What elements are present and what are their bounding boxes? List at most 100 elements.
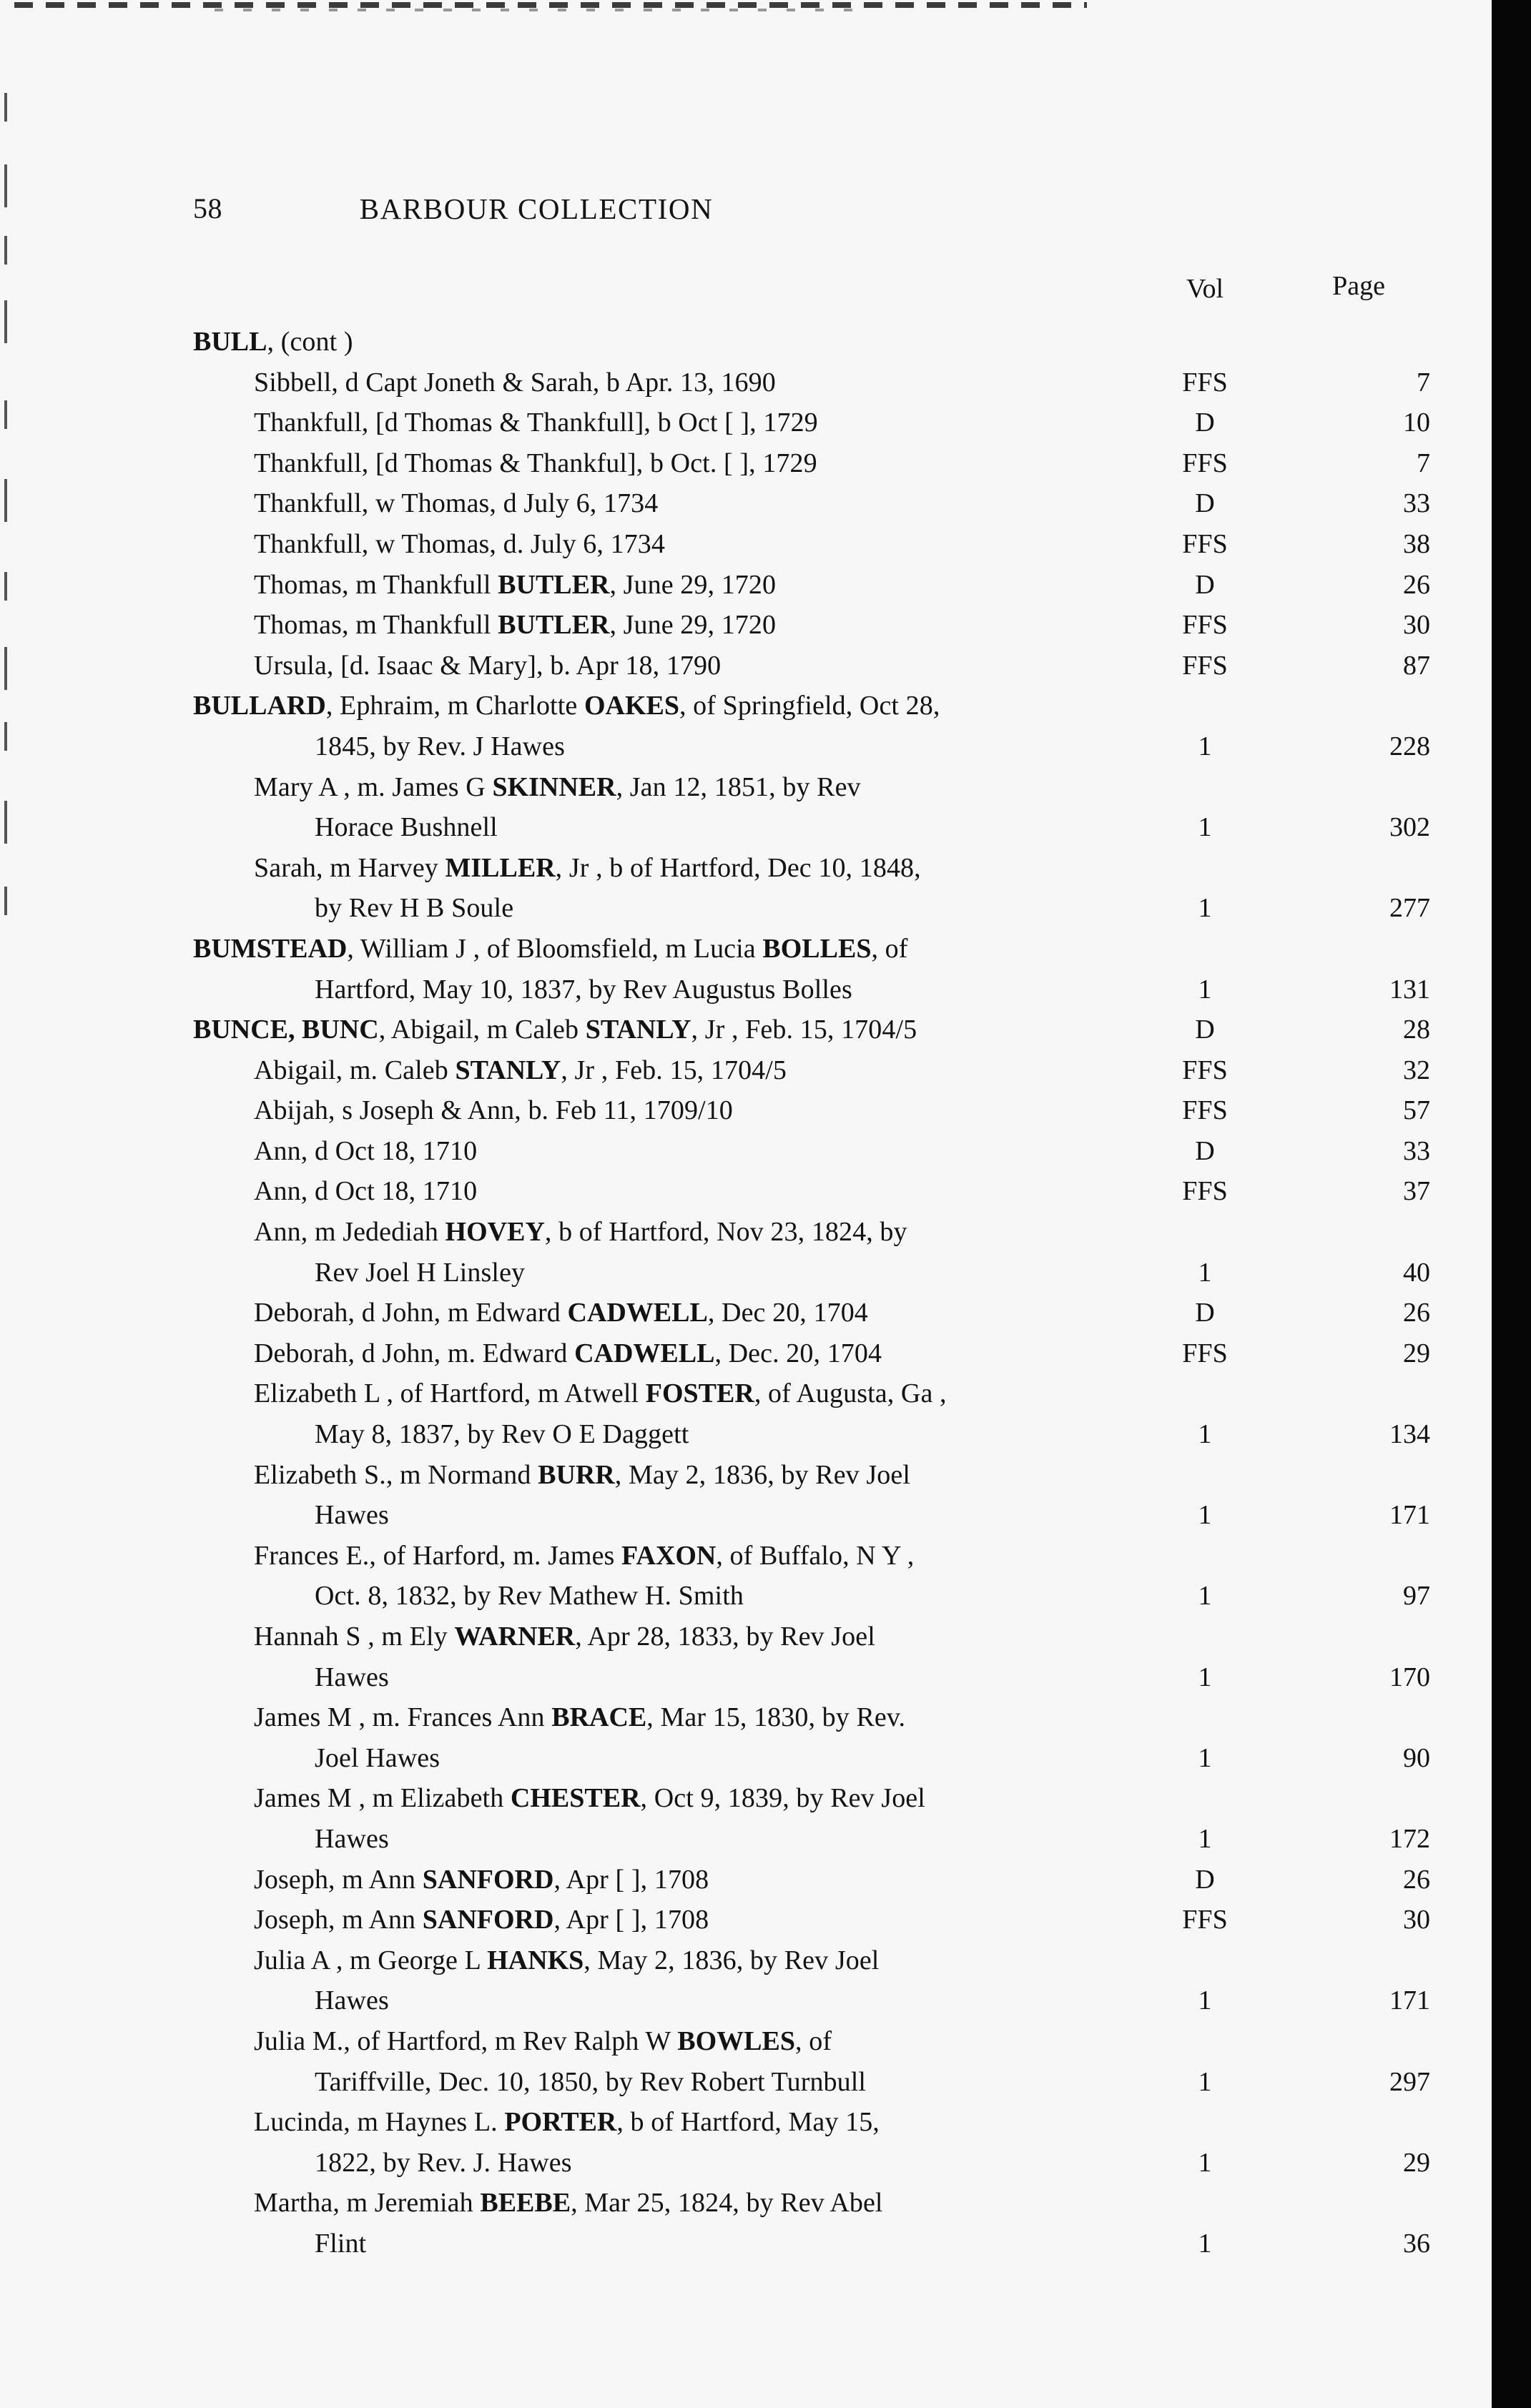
entry-page: 302 xyxy=(1389,812,1430,843)
entry-text: Thankfull, w Thomas, d. July 6, 1734 xyxy=(254,528,665,559)
entry-row: Joel Hawes 1 90 xyxy=(0,1740,1492,1780)
entry-text: Abijah, s Joseph & Ann, b. Feb 11, 1709/… xyxy=(254,1095,733,1126)
entry-page: 32 xyxy=(1403,1055,1430,1085)
scan-artifact-tick xyxy=(4,801,7,844)
entry-text: BULL, (cont ) xyxy=(193,327,353,357)
entry-row: Julia A , m George L HANKS, May 2, 1836,… xyxy=(0,1942,1492,1983)
entry-page: 29 xyxy=(1403,2147,1430,2178)
entry-row: BULLARD, Ephraim, m Charlotte OAKES, of … xyxy=(0,687,1492,728)
page-content: 58 BARBOUR COLLECTION Vol Page BULL, (co… xyxy=(0,192,1492,2408)
entry-text: Deborah, d John, m. Edward CADWELL, Dec.… xyxy=(254,1338,882,1368)
entry-text: May 8, 1837, by Rev O E Daggett xyxy=(315,1419,689,1450)
entry-text: BUNCE, BUNC, Abigail, m Caleb STANLY, Jr… xyxy=(193,1015,917,1045)
entry-vol: 1 xyxy=(1198,1662,1212,1692)
entry-row: Abijah, s Joseph & Ann, b. Feb 11, 1709/… xyxy=(0,1092,1492,1133)
entry-text: Deborah, d John, m Edward CADWELL, Dec 2… xyxy=(254,1298,868,1328)
entry-text: Martha, m Jeremiah BEEBE, Mar 25, 1824, … xyxy=(254,2188,883,2219)
entry-page: 26 xyxy=(1403,1298,1430,1328)
entry-vol: D xyxy=(1195,1298,1215,1328)
entry-page: 30 xyxy=(1403,1905,1430,1935)
entry-row: Ann, d Oct 18, 1710 FFS 37 xyxy=(0,1173,1492,1213)
entry-text: Joseph, m Ann SANFORD, Apr [ ], 1708 xyxy=(254,1864,709,1895)
entry-row: Deborah, d John, m Edward CADWELL, Dec 2… xyxy=(0,1294,1492,1335)
entry-row: Martha, m Jeremiah BEEBE, Mar 25, 1824, … xyxy=(0,2184,1492,2225)
entry-vol: 1 xyxy=(1198,2066,1212,2097)
entry-text: BUMSTEAD, William J , of Bloomsfield, m … xyxy=(193,933,908,964)
entry-text: James M , m Elizabeth CHESTER, Oct 9, 18… xyxy=(254,1783,925,1814)
entry-text: Abigail, m. Caleb STANLY, Jr , Feb. 15, … xyxy=(254,1055,787,1085)
scan-artifact-top-dashes xyxy=(14,2,1087,8)
entry-vol: 1 xyxy=(1198,1985,1212,2016)
entry-text: BULLARD, Ephraim, m Charlotte OAKES, of … xyxy=(193,691,940,721)
entry-row: James M , m Elizabeth CHESTER, Oct 9, 18… xyxy=(0,1780,1492,1820)
entry-vol: 1 xyxy=(1198,2147,1212,2178)
entry-vol: FFS xyxy=(1182,1905,1228,1935)
entry-vol: 1 xyxy=(1198,812,1212,843)
entry-vol: FFS xyxy=(1182,610,1228,641)
entry-vol: 1 xyxy=(1198,1419,1212,1450)
entry-vol: 1 xyxy=(1198,974,1212,1005)
entry-text: Thankfull, w Thomas, d July 6, 1734 xyxy=(254,488,659,519)
entry-text: Elizabeth S., m Normand BURR, May 2, 183… xyxy=(254,1459,910,1490)
entry-vol: 1 xyxy=(1198,731,1212,761)
entry-row: 1845, by Rev. J Hawes 1 228 xyxy=(0,728,1492,769)
entry-page: 37 xyxy=(1403,1176,1430,1207)
scan-artifact-tick xyxy=(4,722,7,751)
entry-row: Flint 1 36 xyxy=(0,2225,1492,2266)
scan-artifact-tick xyxy=(4,164,7,207)
entry-page: 36 xyxy=(1403,2228,1430,2259)
entry-row: Ann, d Oct 18, 1710 D 33 xyxy=(0,1133,1492,1173)
entry-text: Julia A , m George L HANKS, May 2, 1836,… xyxy=(254,1945,880,1975)
column-header-page: Page xyxy=(1287,270,1430,2408)
entry-text: Joel Hawes xyxy=(315,1742,440,1773)
entry-vol: D xyxy=(1195,569,1215,600)
entry-page: 26 xyxy=(1403,569,1430,600)
scan-artifact-tick xyxy=(4,400,7,429)
entry-text: Hawes xyxy=(315,1500,389,1531)
entry-row: BUNCE, BUNC, Abigail, m Caleb STANLY, Jr… xyxy=(0,1011,1492,1052)
entry-row: Hannah S , m Ely WARNER, Apr 28, 1833, b… xyxy=(0,1618,1492,1659)
entry-row: Rev Joel H Linsley 1 40 xyxy=(0,1254,1492,1295)
entry-text: Thankfull, [d Thomas & Thankful], b Oct.… xyxy=(254,448,817,478)
entry-row: BULL, (cont ) xyxy=(0,323,1492,364)
entry-row: Deborah, d John, m. Edward CADWELL, Dec.… xyxy=(0,1335,1492,1376)
scan-artifact-tick xyxy=(4,236,7,265)
entry-vol: FFS xyxy=(1182,367,1228,398)
entry-row: Julia M., of Hartford, m Rev Ralph W BOW… xyxy=(0,2023,1492,2063)
entry-text: Hawes xyxy=(315,1823,389,1854)
entry-vol: 1 xyxy=(1198,1257,1212,1288)
entry-row: Hawes 1 170 xyxy=(0,1659,1492,1699)
entry-page: 33 xyxy=(1403,488,1430,519)
entry-text: Tariffville, Dec. 10, 1850, by Rev Rober… xyxy=(315,2066,867,2097)
entry-row: Hawes 1 171 xyxy=(0,1982,1492,2023)
scan-artifact-tick xyxy=(4,93,7,122)
page-header: 58 BARBOUR COLLECTION xyxy=(0,192,1492,235)
entry-row: Mary A , m. James G SKINNER, Jan 12, 185… xyxy=(0,769,1492,809)
entry-row: Abigail, m. Caleb STANLY, Jr , Feb. 15, … xyxy=(0,1052,1492,1092)
entry-text: Elizabeth L , of Hartford, m Atwell FOST… xyxy=(254,1378,947,1409)
entry-row: Thankfull, [d Thomas & Thankfull], b Oct… xyxy=(0,404,1492,445)
entry-text: Thankfull, [d Thomas & Thankfull], b Oct… xyxy=(254,408,818,438)
entry-vol: 1 xyxy=(1198,893,1212,924)
entry-row: Thankfull, w Thomas, d July 6, 1734 D 33 xyxy=(0,485,1492,525)
entry-vol: FFS xyxy=(1182,1338,1228,1368)
entry-vol: FFS xyxy=(1182,1176,1228,1207)
entry-page: 29 xyxy=(1403,1338,1430,1368)
entry-page: 170 xyxy=(1389,1662,1430,1692)
entry-text: 1845, by Rev. J Hawes xyxy=(315,731,566,761)
entry-text: Thomas, m Thankfull BUTLER, June 29, 172… xyxy=(254,569,777,600)
entry-page: 33 xyxy=(1403,1135,1430,1166)
entry-vol: D xyxy=(1195,1135,1215,1166)
scan-artifact-tick xyxy=(4,572,7,601)
entry-row: Thomas, m Thankfull BUTLER, June 29, 172… xyxy=(0,566,1492,607)
entry-page: 38 xyxy=(1403,528,1430,559)
entry-text: by Rev H B Soule xyxy=(315,893,514,924)
entry-text: Thomas, m Thankfull BUTLER, June 29, 172… xyxy=(254,610,777,641)
entry-row: James M , m. Frances Ann BRACE, Mar 15, … xyxy=(0,1699,1492,1740)
entry-row: Joseph, m Ann SANFORD, Apr [ ], 1708 FFS 3… xyxy=(0,1901,1492,1942)
entry-text: James M , m. Frances Ann BRACE, Mar 15, … xyxy=(254,1702,906,1733)
entry-text: Ann, d Oct 18, 1710 xyxy=(254,1176,478,1207)
entry-text: Ursula, [d. Isaac & Mary], b. Apr 18, 17… xyxy=(254,650,722,681)
entry-vol: FFS xyxy=(1182,448,1228,478)
scan-artifact-tick xyxy=(4,887,7,915)
